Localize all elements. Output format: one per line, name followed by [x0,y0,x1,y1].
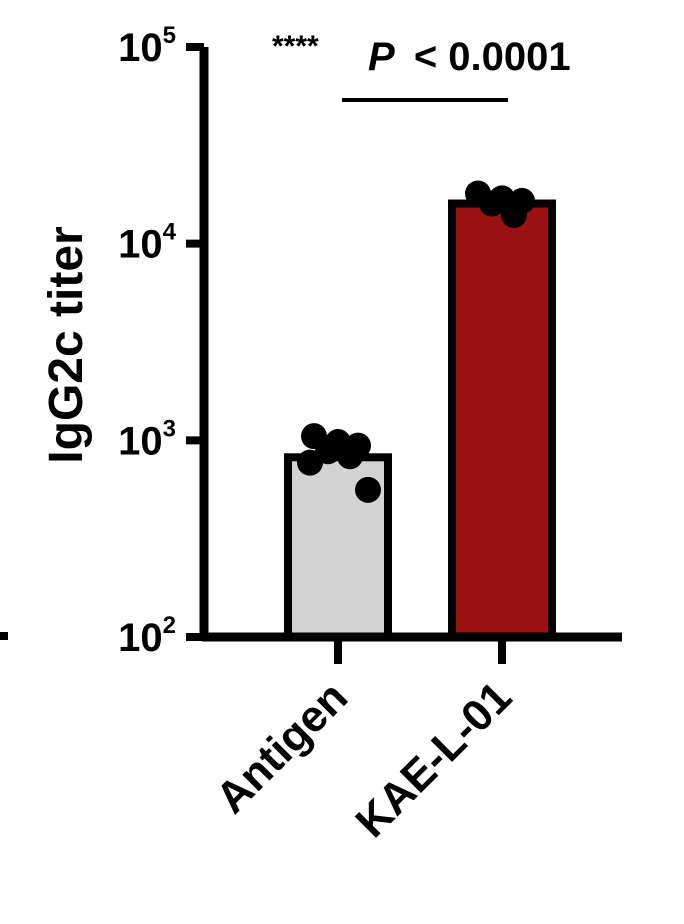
data-point [355,476,381,503]
points-layer [297,180,535,503]
y-tick-exponent: 2 [163,612,176,639]
y-tick-base: 10 [118,616,163,660]
y-tick-exponent: 3 [163,415,176,442]
data-point [501,201,527,228]
y-tick-label: 104 [118,219,177,267]
bar-kae-l-01 [448,199,556,641]
y-tick-base: 10 [118,419,163,463]
data-point [479,190,505,217]
y-tick-label: 103 [118,415,176,463]
x-tick-label: KAE-L-01 [346,672,521,847]
cropped-axis-fragment [0,632,8,640]
p-value-text: < 0.0001 [414,35,571,79]
p-value-label: P < 0.0001 [368,35,571,79]
y-tick-base: 10 [118,223,163,267]
p-letter: P [368,35,395,79]
y-tick-label: 105 [118,22,176,70]
bars-layer [284,199,556,641]
y-tick-base: 10 [118,26,163,70]
data-point [297,449,323,476]
y-tick-exponent: 5 [163,22,176,49]
significance-stars: **** [272,30,319,63]
y-axis-title: IgG2c titer [40,226,93,463]
x-tick-label: Antigen [207,672,357,822]
y-tick-label: 102 [118,612,176,660]
y-tick-exponent: 4 [163,219,177,246]
data-point [337,443,363,470]
